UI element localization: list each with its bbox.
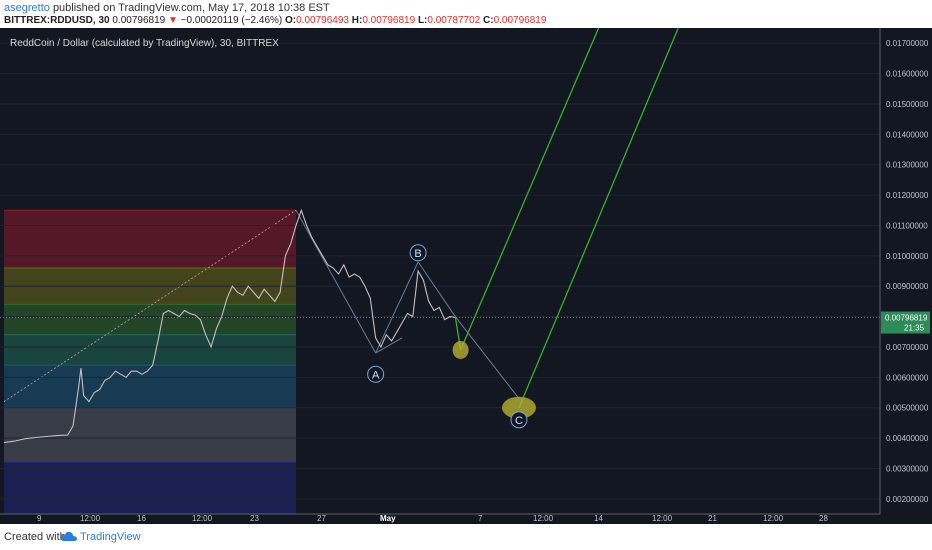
created-with-text: Created with (4, 531, 66, 543)
x-tick-label: 12:00 (652, 514, 673, 523)
wave-label-A: A (372, 369, 380, 381)
x-tick-label: 12:00 (533, 514, 554, 523)
x-tick-label: 9 (37, 514, 42, 523)
x-tick-label: 12:00 (192, 514, 213, 523)
x-tick-label: 27 (317, 514, 326, 523)
author-link[interactable]: asegretto (4, 2, 50, 14)
tradingview-cloud-icon (60, 531, 77, 541)
fib-band-0 (4, 210, 296, 268)
time-axis[interactable]: 9 12:00 16 12:00 23 27 May 7 12:00 14 12:00 21 12:00… (0, 513, 880, 523)
symbol-info: BITTREX:RDDUSD, 30 0.00796819 ▼ −0.00020… (4, 15, 546, 26)
y-tick-label: 0.01600000 (886, 70, 929, 79)
high-label: H: (351, 15, 363, 26)
target-ellipse-1 (452, 340, 469, 359)
x-tick-label: 21 (708, 514, 717, 523)
high-value: 0.00796819 (362, 15, 416, 26)
x-tick-label: 23 (250, 514, 259, 523)
chart-title: ReddCoin / Dollar (calculated by Trading… (10, 38, 279, 49)
current-price-tag (881, 311, 930, 334)
projection-lines[interactable] (452, 27, 679, 419)
fib-retracement[interactable] (3, 209, 297, 514)
y-tick-label: 0.00400000 (886, 434, 929, 443)
countdown-label: 21:35 (904, 324, 925, 333)
y-tick-label: 0.01300000 (886, 161, 929, 170)
y-tick-label: 0.01400000 (886, 130, 929, 139)
x-tick-label: 28 (819, 514, 828, 523)
wave-lines[interactable] (295, 210, 520, 399)
projection-line-1 (460, 27, 600, 351)
price-axis[interactable]: 0.00200000 0.00300000 0.00400000 0.00500000… (0, 28, 932, 524)
wave-channel-line (375, 337, 403, 354)
open-value: 0.00796493 (296, 15, 349, 26)
y-tick-label: 0.00300000 (886, 464, 929, 473)
publish-header: asegretto published on TradingView.com, … (0, 0, 932, 28)
y-tick-label: 0.01100000 (886, 221, 928, 230)
y-tick-label: 0.00200000 (886, 495, 929, 504)
y-tick-label: 0.00600000 (886, 373, 929, 382)
y-tick-label: 0.01000000 (886, 252, 929, 261)
wave-labels: A B C (367, 244, 528, 429)
y-tick-label: 0.00700000 (886, 343, 929, 352)
publish-info: asegretto published on TradingView.com, … (4, 2, 330, 14)
fib-band-2 (4, 304, 296, 335)
footer: Created with TradingView (0, 524, 932, 550)
open-label: O: (285, 15, 297, 26)
published-text: published on TradingView.com, May 17, 20… (52, 2, 330, 14)
grid (0, 42, 880, 500)
close-value: 0.00796819 (493, 15, 547, 26)
fib-band-6 (4, 462, 296, 514)
x-tick-label: 12:00 (80, 514, 101, 523)
wave-label-circle-1 (409, 244, 427, 262)
wave-label-circle-0 (367, 365, 385, 383)
wave-segment-0 (295, 210, 377, 354)
tradingview-brand[interactable]: TradingView (80, 531, 141, 543)
wave-segment-2 (417, 261, 456, 317)
fib-band-5 (4, 407, 296, 463)
x-tick-label: 7 (478, 514, 483, 523)
x-tick-label: May (380, 514, 396, 523)
price-axis-bg (880, 28, 932, 524)
low-value: 0.00787702 (427, 15, 481, 26)
change-arrow-icon: ▼ (167, 15, 178, 26)
y-tick-label: 0.00500000 (886, 404, 929, 413)
close-label: C: (483, 15, 494, 26)
wave-segment-3 (454, 316, 520, 399)
price-series-line (3, 208, 456, 444)
low-label: L: (417, 15, 428, 26)
projection-line-2 (518, 27, 679, 408)
current-price-label: 0.00796819 (885, 314, 928, 323)
wave-label-C: C (515, 415, 523, 427)
price-chart[interactable]: A B C 0.00200000 0.00300000 0.00400000 0.0050… (0, 27, 932, 524)
x-tick-label: 14 (594, 514, 603, 523)
x-tick-label: 16 (137, 514, 146, 523)
fib-band-4 (4, 365, 296, 408)
wave-label-B: B (414, 248, 421, 260)
y-tick-label: 0.01200000 (886, 191, 929, 200)
symbol-label: BITTREX:RDDUSD, 30 (4, 15, 110, 26)
fib-band-3 (4, 334, 296, 366)
y-tick-label: 0.01500000 (886, 100, 929, 109)
chart-area[interactable]: A B C 0.00200000 0.00300000 0.00400000 0.0050… (0, 27, 932, 524)
x-tick-label: 12:00 (763, 514, 784, 523)
y-tick-label: 0.00900000 (886, 282, 929, 291)
wave-segment-1 (375, 261, 419, 354)
price-change: −0.00020119 (−2.46%) (180, 15, 283, 26)
target-ellipse-2 (501, 396, 536, 419)
wave-label-circle-2 (510, 411, 528, 429)
y-tick-label: 0.01700000 (886, 39, 929, 48)
last-price: 0.00796819 (112, 15, 166, 26)
